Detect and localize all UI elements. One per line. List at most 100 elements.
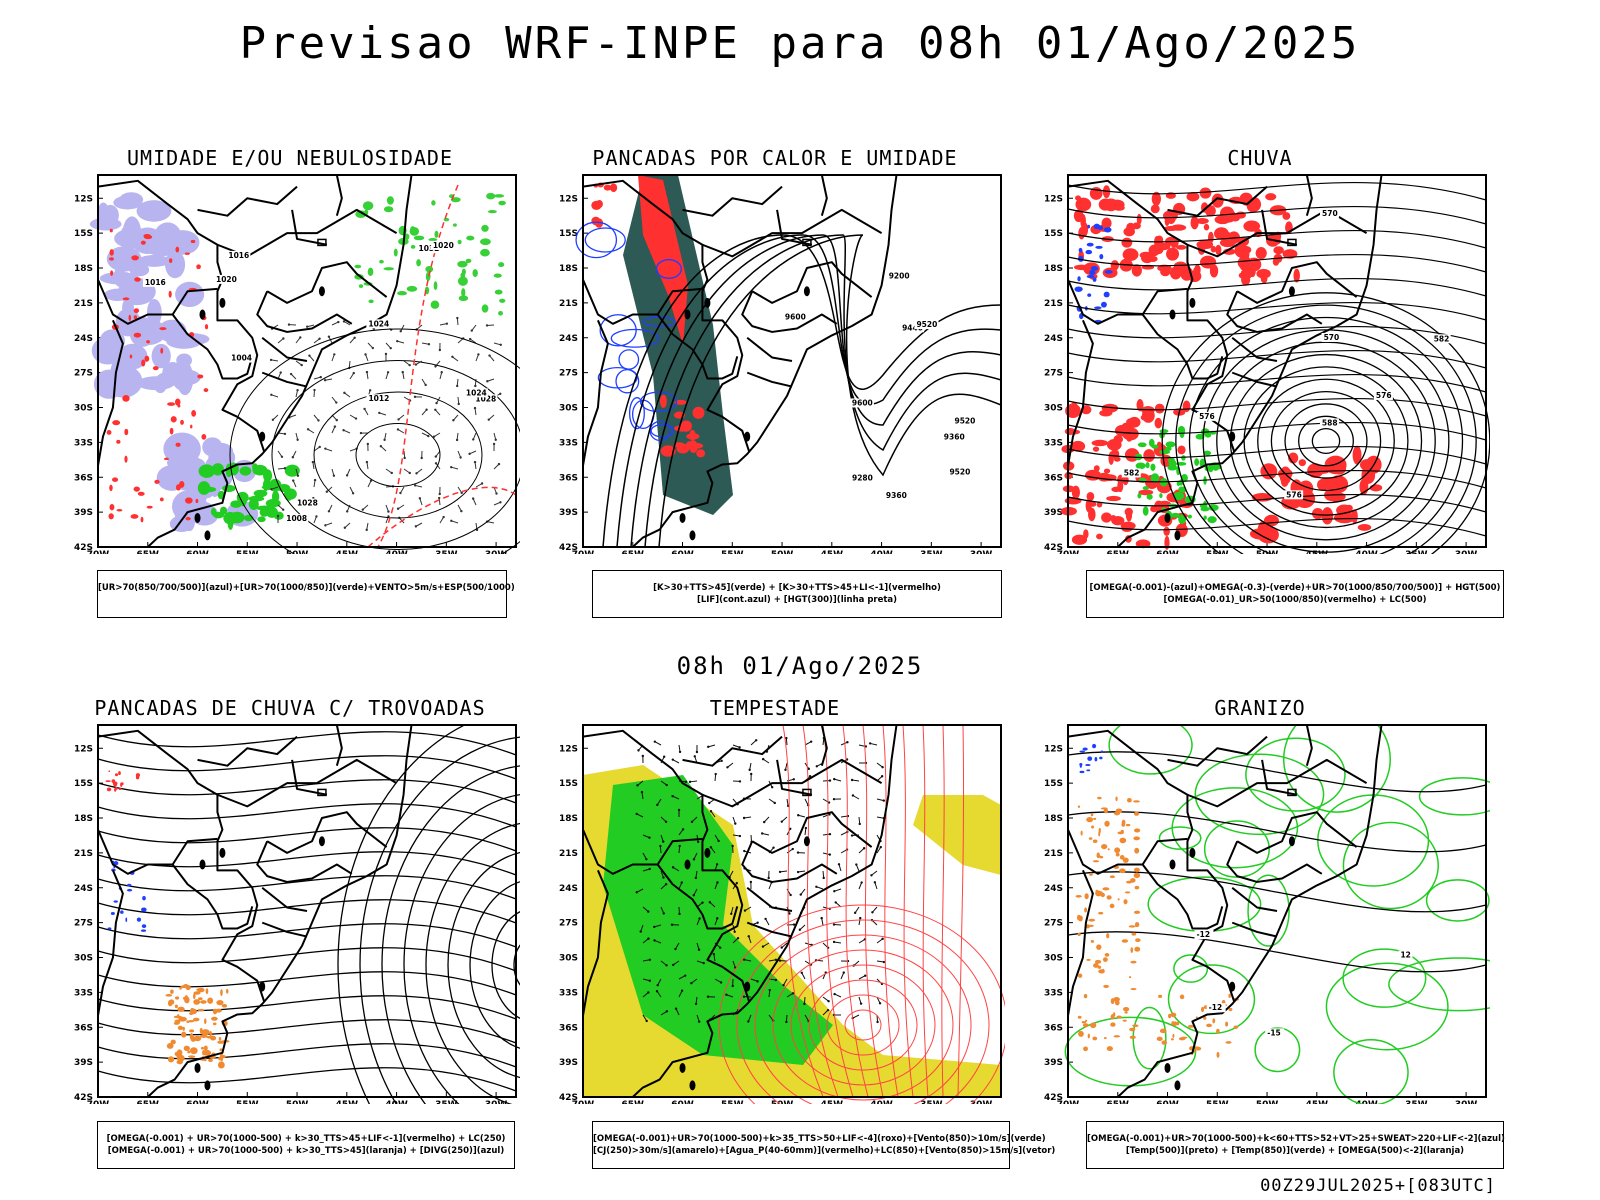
contour-label-bg (883, 491, 908, 501)
wind-vector-head (282, 337, 285, 340)
field-blob (1233, 1025, 1239, 1030)
field-blob (1195, 433, 1205, 440)
field-blob (1088, 837, 1093, 840)
wind-vector-head (664, 883, 668, 886)
contour-label: 1028 (297, 499, 318, 508)
legend-line: [OMEGA(-0.001) + UR>70(1000-500) + k>30_… (107, 1146, 505, 1156)
wind-vector-head (701, 901, 704, 904)
border-line (702, 208, 883, 258)
field-blob (173, 1015, 183, 1019)
wind-vector-head (796, 870, 800, 874)
map-frame (582, 724, 1002, 1098)
field-blob (212, 1022, 217, 1026)
field-blob (1181, 1036, 1188, 1039)
hgt300-contour (658, 234, 1002, 548)
border-line (1236, 261, 1358, 304)
field-blob (1203, 450, 1212, 456)
wind-vector-head (859, 1002, 863, 1005)
field-blob (1092, 860, 1100, 863)
wind-vector-head (828, 853, 832, 856)
field-blob (109, 228, 113, 233)
field-blob (140, 240, 146, 245)
border-line (751, 261, 873, 304)
wind-vector-head (351, 492, 355, 495)
lat-tick-label: 15S (1044, 779, 1063, 789)
lat-tick-label: 18S (559, 264, 578, 274)
field-blob (164, 457, 169, 461)
wind-vector-head (846, 740, 849, 744)
border-line (1305, 724, 1313, 766)
field-blob (1077, 973, 1083, 978)
panel-title: CHUVA (1227, 146, 1293, 170)
contour-label-bg (1321, 332, 1341, 342)
legend-line: [OMEGA(-0.01)_UR>50(1000/850)(vermelho) … (1163, 595, 1427, 605)
contour-label-bg (1398, 950, 1413, 960)
wind-vector-head (662, 912, 665, 915)
field-blob (190, 424, 193, 429)
wind-vector-head (820, 916, 823, 920)
field-blob (105, 780, 111, 783)
field-blob (1108, 451, 1114, 465)
wind-vector-head (456, 384, 459, 388)
field-blob (1199, 187, 1212, 199)
field-blob (108, 770, 111, 772)
field-blob (137, 491, 145, 496)
field-blob (1134, 885, 1140, 890)
wind-vector-head (363, 407, 366, 411)
wind-vector-head (754, 739, 758, 742)
field-blob (1243, 220, 1261, 232)
field-blob (207, 997, 214, 1004)
contour-line (1216, 341, 1436, 541)
field-blob (1208, 464, 1214, 473)
field-blob (486, 192, 496, 200)
field-blob (112, 420, 121, 426)
field-blob (433, 281, 438, 290)
wind-vector-head (742, 995, 746, 998)
wind-vector-head (403, 456, 406, 460)
field-blob (1228, 1007, 1233, 1012)
wind-vector-head (850, 834, 854, 837)
field-blob (1293, 268, 1300, 283)
field-blob (175, 996, 180, 1000)
wind-vector-head (742, 816, 746, 820)
field-blob (1094, 757, 1098, 762)
field-blob (230, 500, 242, 508)
field-blob (1080, 213, 1086, 229)
wind-vector-head (695, 750, 699, 754)
contour-line (1311, 427, 1341, 454)
border-line (582, 829, 703, 875)
wind-vector-head (420, 456, 423, 460)
field-blob (1195, 1046, 1199, 1050)
lon-tick-label: 30W (970, 550, 993, 554)
lake-shape (199, 859, 206, 870)
border-line (171, 863, 254, 930)
lat-tick-label: 42S (1044, 1093, 1063, 1103)
field-blob (1151, 191, 1162, 206)
wind-vector-head (353, 336, 356, 339)
field-blob (1122, 1019, 1127, 1022)
temp850-contour (1247, 874, 1290, 947)
field-blob (595, 200, 603, 209)
wind-vector-head (832, 923, 836, 926)
wind-vector-head (440, 371, 443, 374)
wind-vector-head (396, 428, 400, 431)
field-blob (1122, 857, 1129, 863)
legend-tempestade: [OMEGA(-0.001)+UR>70(1000-500)+k>35_TTS>… (592, 1121, 1055, 1169)
field-blob (1173, 261, 1188, 271)
contour-line (313, 391, 483, 519)
contour-label-bg (952, 416, 977, 426)
lat-tick-label: 39S (1044, 1058, 1063, 1068)
field-blob (1210, 245, 1217, 253)
field-blob (1128, 976, 1132, 979)
field-blob (154, 479, 160, 484)
wind-vector-head (332, 474, 336, 477)
hgt300-contour (602, 234, 1002, 548)
field-blob (1099, 855, 1104, 859)
wind-vector-head (809, 740, 813, 743)
lake-shape (219, 297, 226, 308)
field-blob (175, 484, 181, 491)
field-blob (1077, 932, 1081, 937)
panel-chuva: CHUVA 12S 15S 18S 21S 24S 27S 30S 33S 36S 39S 42S7… (1030, 146, 1490, 616)
field-blob (1325, 491, 1346, 502)
field-blob (1089, 872, 1093, 876)
